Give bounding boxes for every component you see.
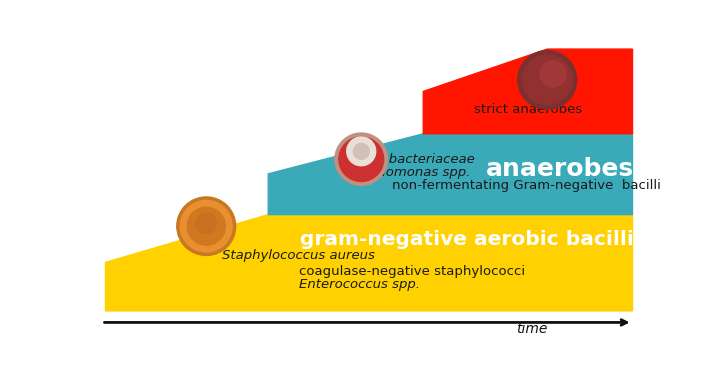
Circle shape (335, 133, 387, 185)
Circle shape (522, 55, 572, 105)
Circle shape (518, 51, 577, 109)
Text: time: time (516, 322, 547, 336)
Text: Staphylococcus aureus: Staphylococcus aureus (222, 249, 374, 262)
Polygon shape (423, 49, 632, 134)
Text: strict anaerobes: strict anaerobes (474, 103, 582, 116)
Text: gram-negative aerobic bacilli: gram-negative aerobic bacilli (300, 230, 634, 248)
Circle shape (540, 61, 567, 87)
Text: coagulase-negative staphylococci: coagulase-negative staphylococci (300, 265, 526, 278)
Text: Pseudomonas spp.: Pseudomonas spp. (346, 166, 470, 179)
Text: non-fermentating Gram-negative  bacilli: non-fermentating Gram-negative bacilli (392, 179, 661, 192)
Circle shape (347, 137, 376, 166)
Text: gram-positive aerobic cocci: gram-positive aerobic cocci (320, 314, 634, 333)
Polygon shape (106, 215, 632, 311)
Circle shape (354, 144, 369, 159)
Circle shape (187, 207, 225, 245)
Text: anaerobes: anaerobes (486, 157, 634, 181)
Circle shape (177, 197, 235, 256)
Text: Enterococcus spp.: Enterococcus spp. (300, 278, 420, 291)
Text: Enterobacteriaceae: Enterobacteriaceae (346, 153, 475, 166)
Polygon shape (269, 134, 632, 215)
Circle shape (180, 201, 232, 252)
Circle shape (196, 213, 217, 233)
Circle shape (339, 137, 384, 181)
